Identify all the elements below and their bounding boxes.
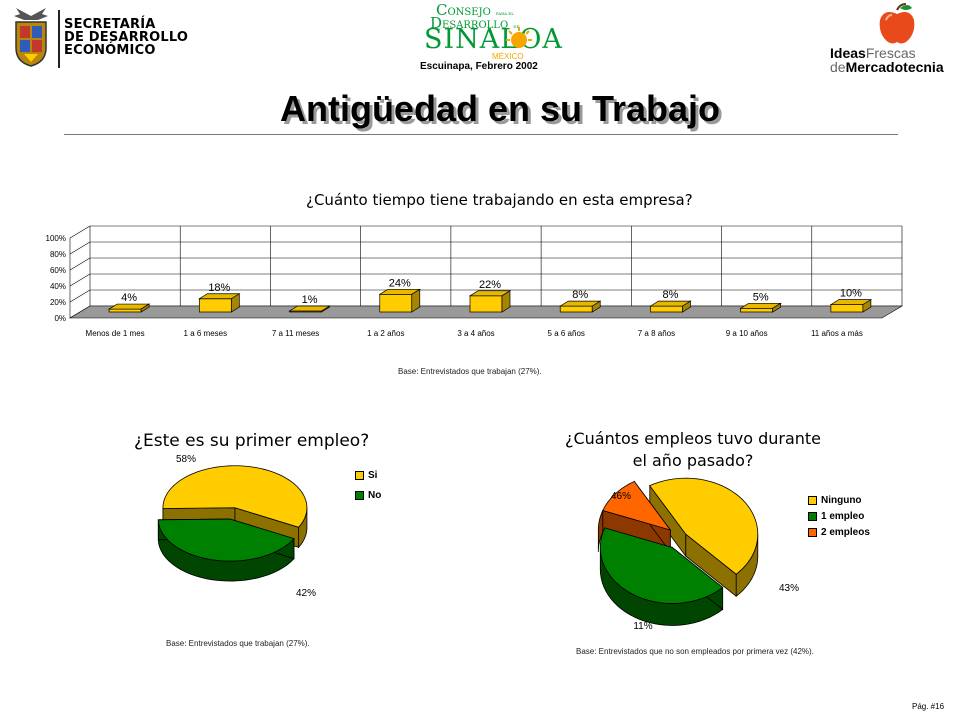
bar (468, 290, 512, 313)
x-tick-label: 9 a 10 años (726, 329, 768, 338)
pie1-legend: Si No (355, 470, 381, 501)
pie1-legend-item-si: Si (355, 470, 381, 490)
x-tick-label: 11 años a más (811, 329, 863, 338)
x-tick-label: 1 a 6 meses (184, 329, 228, 338)
pie2-title-line-1: ¿Cuántos empleos tuvo durante (564, 429, 821, 448)
apple-icon (879, 3, 915, 44)
bar-data-label: 1% (302, 294, 318, 306)
pie2-legend-swatch-2-empleos (808, 527, 817, 537)
consejo-initial: C (436, 1, 448, 19)
bar-data-label: 8% (662, 289, 678, 301)
y-tick-label: 100% (46, 234, 66, 243)
bar (739, 302, 782, 313)
frescas-word: Frescas (865, 45, 916, 61)
secretaria-line-1: SECRETARÍA (64, 17, 156, 32)
bar (288, 305, 331, 313)
x-tick-label: Menos de 1 mes (86, 329, 145, 338)
x-tick-label: 7 a 8 años (638, 329, 675, 338)
y-tick-label: 0% (54, 314, 66, 323)
bar (649, 300, 692, 313)
bar (107, 303, 151, 313)
desarrollo-word: ESARROLLO (442, 20, 509, 31)
pie-data-label: 42% (296, 588, 316, 599)
coat-of-arms-icon (14, 8, 48, 67)
secretaria-line-2: DE DESARROLLO (64, 30, 189, 45)
bar-data-label: 24% (389, 277, 411, 289)
pie1-title: ¿Este es su primer empleo? (134, 431, 370, 451)
left-logo-divider (58, 10, 60, 68)
bar-data-label: 22% (479, 279, 501, 291)
secretaria-logo-text: SECRETARÍA DE DESARROLLO ECONÓMICO (64, 18, 188, 57)
jobs-last-year-pie-chart: 46% 43% 11% (597, 477, 799, 632)
pie2-title-line-2: el año pasado? (632, 451, 754, 470)
bar-chart-title: ¿Cuánto tiempo tiene trabajando en esta … (306, 191, 693, 209)
x-tick-label: 1 a 2 años (367, 329, 404, 338)
pie-data-label: 43% (779, 583, 799, 594)
bar (378, 288, 421, 313)
bar-data-label: 10% (840, 288, 862, 300)
sun-icon (506, 27, 532, 48)
ideas-word: Ideas (830, 45, 866, 61)
secretaria-line-3: ECONÓMICO (64, 43, 156, 58)
y-tick-label: 80% (50, 250, 66, 259)
bar-data-label: 4% (121, 292, 137, 304)
consejo-word: ONSEJO (447, 7, 491, 18)
pie2-legend-item-1-empleo: 1 empleo (808, 511, 870, 527)
pie-data-label: 11% (633, 621, 652, 632)
y-tick-label: 40% (50, 282, 66, 291)
de-word: de (830, 59, 846, 75)
pie-slice (649, 477, 759, 575)
bar (829, 299, 873, 313)
title-divider (64, 134, 898, 135)
pie2-legend-swatch-1-empleo (808, 511, 817, 521)
consejo-logo: CONSEJO PARA EL DESARROLLO DE SINALOA MÉ… (420, 0, 562, 72)
y-tick-label: 20% (50, 298, 66, 307)
mercadotecnia-word: Mercadotecnia (845, 59, 944, 75)
bar (198, 293, 241, 313)
pie2-base-note: Base: Entrevistados que no son empleados… (576, 647, 814, 656)
pie-slice (157, 518, 295, 562)
header: SECRETARÍA DE DESARROLLO ECONÓMICO CONSE… (0, 0, 960, 80)
para-el-text: PARA EL (495, 11, 514, 16)
x-tick-label: 7 a 11 meses (272, 329, 319, 338)
bar-data-label: 5% (753, 291, 769, 303)
ideas-frescas-logo: IdeasFrescas (830, 45, 916, 63)
de-text: DE (513, 24, 520, 29)
x-tick-label: 5 a 6 años (548, 329, 585, 338)
sinaloa-wordmark: SINALOA (424, 24, 563, 55)
bar-data-label: 8% (572, 289, 588, 301)
y-tick-label: 60% (50, 266, 66, 275)
first-job-pie-chart: 58% 42% (157, 454, 316, 599)
bar-chart-base-note: Base: Entrevistados que trabajan (27%). (398, 367, 542, 376)
pie-data-label: 58% (176, 454, 196, 465)
pie2-title: ¿Cuántos empleos tuvo durante el año pas… (563, 428, 823, 472)
pie2-legend-item-ninguno: Ninguno (808, 495, 870, 511)
page-title: Antigüedad en su Trabajo (279, 88, 721, 129)
pie-slice (599, 527, 724, 604)
pie-slice (602, 480, 672, 531)
page-number: Pág. #16 (912, 702, 945, 711)
pie1-legend-swatch-no (355, 490, 364, 500)
mexico-text: MÉXICO (492, 52, 524, 61)
pie1-base-note: Base: Entrevistados que trabajan (27%). (166, 639, 310, 648)
tenure-bar-chart: 0% 20% 40% 60% 80% 100% 4% Menos de 1 mes 18% 1 a… (46, 225, 904, 338)
pie1-legend-swatch-si (355, 470, 364, 480)
bar-data-label: 18% (208, 282, 230, 294)
pie1-legend-item-no: No (355, 490, 381, 501)
pie2-legend-swatch-ninguno (808, 495, 817, 505)
pie-data-label: 46% (611, 491, 631, 502)
pie-slice (162, 465, 308, 528)
bar (559, 300, 602, 313)
pie2-legend-item-2-empleos: 2 empleos (808, 527, 870, 538)
pie2-legend: Ninguno 1 empleo 2 empleos (808, 495, 870, 538)
date-line: Escuinapa, Febrero 2002 (420, 61, 538, 72)
x-tick-label: 3 a 4 años (457, 329, 494, 338)
desarrollo-initial: D (430, 14, 443, 32)
